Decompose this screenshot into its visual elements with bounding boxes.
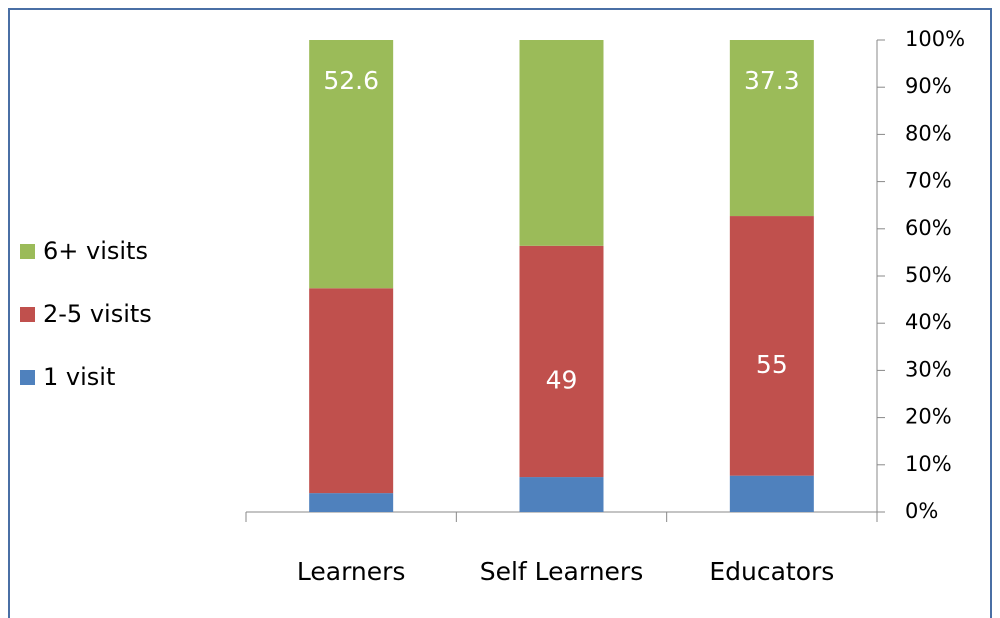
legend-label: 2-5 visits: [43, 300, 152, 328]
data-label: 49: [546, 365, 578, 394]
y-tick-label: 0%: [905, 499, 938, 523]
y-tick-label: 70%: [905, 169, 952, 193]
bar-segment: [309, 40, 394, 289]
frame: [8, 8, 992, 618]
data-label: 52.6: [323, 66, 379, 95]
bar-segment: [309, 493, 394, 512]
y-tick-label: 50%: [905, 263, 952, 287]
data-label: 37.3: [744, 66, 800, 95]
data-label: 55: [756, 350, 788, 379]
y-tick-label: 90%: [905, 74, 952, 98]
y-tick-label: 100%: [905, 27, 965, 51]
y-tick-label: 20%: [905, 405, 952, 429]
bar-segment: [729, 216, 814, 476]
y-tick-label: 30%: [905, 357, 952, 381]
bar-segment: [729, 475, 814, 512]
legend-swatch: [20, 244, 35, 259]
y-tick-label: 40%: [905, 310, 952, 334]
y-tick-label: 80%: [905, 121, 952, 145]
bar-segment: [729, 40, 814, 217]
bar-segment: [309, 288, 394, 494]
x-tick-label: Educators: [709, 557, 834, 586]
legend-label: 1 visit: [43, 363, 115, 391]
y-tick-label: 60%: [905, 216, 952, 240]
y-tick-label: 10%: [905, 452, 952, 476]
legend-swatch: [20, 370, 35, 385]
legend-label: 6+ visits: [43, 237, 148, 265]
bar-segment: [519, 40, 604, 246]
bar-segment: [519, 245, 604, 478]
bar-segment: [519, 477, 604, 512]
x-tick-label: Learners: [297, 557, 406, 586]
x-tick-label: Self Learners: [480, 557, 644, 586]
legend-swatch: [20, 307, 35, 322]
